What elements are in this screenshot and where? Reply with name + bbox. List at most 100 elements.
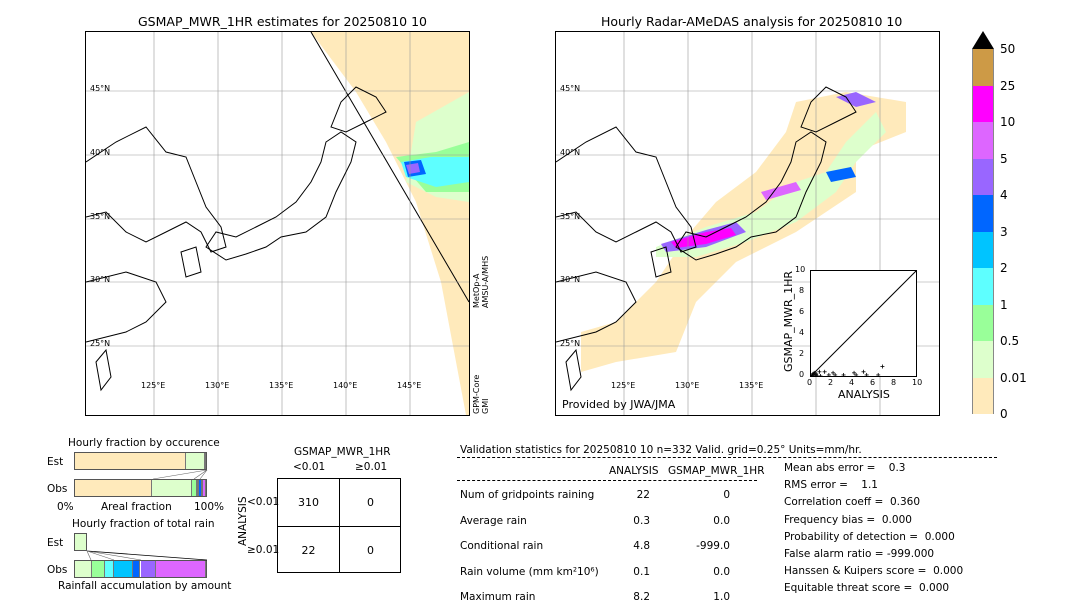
scatter-ytick: 8 bbox=[799, 286, 805, 295]
scatter-xtick: 4 bbox=[849, 378, 855, 387]
bar-segment bbox=[114, 561, 133, 577]
lat-label: 45°N bbox=[90, 84, 111, 93]
total-rain-obs-bar bbox=[74, 560, 207, 578]
scatter-ytick: 6 bbox=[799, 307, 805, 316]
colorbar-label: 0.01 bbox=[1000, 370, 1027, 385]
colorbar-label: 50 bbox=[1000, 42, 1016, 56]
bar-segment bbox=[75, 561, 93, 577]
lon-label: 125°E bbox=[141, 381, 166, 390]
areal-fraction-label: Areal fraction bbox=[101, 501, 172, 513]
occurrence-est-bar bbox=[74, 452, 207, 470]
colorbar-label: 3 bbox=[1000, 224, 1008, 239]
bar-segment bbox=[105, 561, 115, 577]
scatter-xtick: 2 bbox=[828, 378, 834, 387]
left-map-title: GSMAP_MWR_1HR estimates for 20250810 10 bbox=[138, 14, 427, 29]
lat-label: 30°N bbox=[560, 275, 581, 284]
stats-col-analysis: ANALYSIS bbox=[609, 465, 659, 477]
scatter-xtick: 10 bbox=[912, 378, 923, 387]
colorbar-segment bbox=[972, 85, 994, 122]
obs-label: Obs bbox=[47, 483, 68, 495]
identity-line bbox=[811, 271, 916, 376]
lat-label: 40°N bbox=[90, 148, 111, 157]
score-line: Probability of detection = 0.000 bbox=[784, 530, 955, 543]
colorbar-segment bbox=[972, 341, 994, 378]
colorbar-extend-triangle bbox=[972, 31, 994, 49]
scatter-point bbox=[818, 374, 823, 376]
row-label: ≥0.01 bbox=[247, 544, 280, 556]
scatter-point bbox=[826, 372, 831, 376]
scatter-point bbox=[880, 364, 885, 369]
stat-label: Num of gridpoints raining bbox=[460, 489, 595, 501]
bar-segment bbox=[196, 480, 199, 496]
scatter-point bbox=[864, 372, 869, 376]
scatter-point bbox=[812, 370, 817, 375]
scatter-plot bbox=[810, 270, 917, 377]
axis-min-label: 0% bbox=[57, 501, 74, 513]
right-map-title: Hourly Radar-AMeDAS analysis for 2025081… bbox=[601, 14, 903, 29]
total-rain-est-bar bbox=[74, 533, 87, 551]
bar-segment bbox=[75, 453, 187, 469]
colorbar-label: 2 bbox=[1000, 261, 1008, 275]
lat-label: 25°N bbox=[90, 339, 111, 348]
col-label: ≥0.01 bbox=[355, 461, 388, 473]
left-map bbox=[85, 31, 470, 416]
colorbar-label: 25 bbox=[1000, 78, 1016, 93]
scatter-point bbox=[852, 370, 857, 375]
score-line: RMS error = 1.1 bbox=[784, 479, 878, 492]
bar-segment bbox=[198, 480, 200, 496]
coastline bbox=[556, 126, 697, 253]
scatter-point bbox=[811, 374, 816, 376]
lon-label: 135°E bbox=[269, 381, 294, 390]
scatter-point bbox=[822, 369, 827, 374]
lat-label: 25°N bbox=[560, 339, 581, 348]
lon-label: 145°E bbox=[397, 381, 422, 390]
stat-gsmap-value: 0.0 bbox=[713, 514, 730, 527]
lat-label: 35°N bbox=[560, 212, 581, 221]
cell-hit-none: 310 bbox=[298, 496, 319, 509]
bar-segment bbox=[204, 453, 206, 469]
total-rain-title: Hourly fraction of total rain bbox=[72, 518, 215, 530]
colorbar-label: 5 bbox=[1000, 151, 1008, 166]
scatter-ytick: 2 bbox=[799, 349, 805, 358]
scatter-point bbox=[815, 374, 820, 376]
row-label: <0.01 bbox=[247, 496, 280, 508]
occurrence-obs-bar bbox=[74, 479, 207, 497]
bar-segment bbox=[132, 561, 141, 577]
score-line: Correlation coeff = 0.360 bbox=[784, 496, 920, 509]
bar-segment bbox=[199, 480, 203, 496]
colorbar-label: 1 bbox=[1000, 297, 1008, 312]
lon-label: 140°E bbox=[333, 381, 358, 390]
col-label: <0.01 bbox=[293, 461, 326, 473]
colorbar-label: 10 bbox=[1000, 115, 1016, 129]
stat-analysis-value: 8.2 bbox=[633, 591, 650, 603]
stats-header: Validation statistics for 20250810 10 n=… bbox=[460, 444, 862, 456]
est-label-2: Est bbox=[47, 537, 64, 549]
lon-label: 125°E bbox=[611, 381, 636, 390]
stat-analysis-value: 0.1 bbox=[633, 565, 650, 578]
stat-label: Maximum rain bbox=[460, 591, 536, 603]
scatter-ytick: 0 bbox=[799, 370, 805, 379]
bar-segment bbox=[191, 480, 197, 496]
bar-segment bbox=[75, 480, 153, 496]
scatter-point bbox=[861, 369, 866, 374]
colorbar-segment bbox=[972, 195, 994, 232]
credit-text: Provided by JWA/JMA bbox=[562, 398, 676, 411]
scatter-xlabel: ANALYSIS bbox=[838, 388, 890, 401]
scatter-point bbox=[833, 372, 838, 376]
scatter-ylabel: GSMAP_MWR_1HR bbox=[782, 270, 795, 372]
colorbar-label: 0 bbox=[1000, 407, 1008, 421]
coastline bbox=[675, 131, 827, 261]
score-line: Mean abs error = 0.3 bbox=[784, 462, 906, 474]
stat-analysis-value: 4.8 bbox=[633, 540, 650, 552]
colorbar-segment bbox=[972, 122, 994, 159]
connector-lines bbox=[86, 469, 208, 561]
score-line: Equitable threat score = 0.000 bbox=[784, 582, 950, 595]
colorbar-segment bbox=[972, 231, 994, 268]
colorbar-segment bbox=[972, 377, 994, 414]
colorbar-label: 4 bbox=[1000, 188, 1008, 202]
stat-gsmap-value: 0.0 bbox=[713, 565, 730, 578]
axis-max-label: 100% bbox=[194, 501, 225, 513]
scatter-ytick: 4 bbox=[799, 328, 805, 337]
scatter-xtick: 0 bbox=[807, 378, 813, 387]
stat-analysis-value: 22 bbox=[636, 489, 650, 501]
